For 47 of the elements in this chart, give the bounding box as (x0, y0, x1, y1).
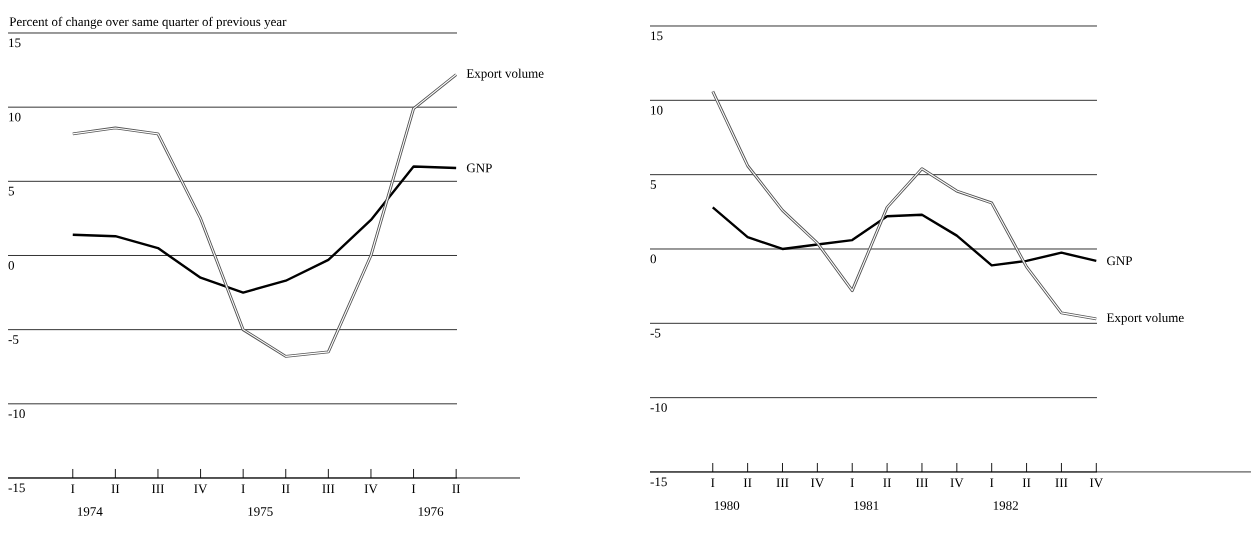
series-label: GNP (466, 163, 492, 173)
text: 1975 (248, 507, 273, 516)
y-tick-label: -10 (8, 409, 25, 419)
y-tick-label: 5 (8, 186, 15, 196)
x-tick-label: IV (364, 484, 378, 494)
x-tick-label: IV (194, 484, 208, 494)
x-tick-label: I (850, 478, 854, 488)
y-tick-label: 5 (650, 180, 657, 189)
y-tick-label: -15 (650, 477, 667, 487)
y-tick-label: 15 (651, 31, 663, 41)
y-tick-label: 10 (9, 112, 21, 122)
x-tick-label: III (322, 484, 335, 494)
x-tick-label: I (241, 484, 245, 494)
series-label: Export volume (466, 68, 544, 81)
series-label: Export volume (1106, 312, 1184, 325)
y-tick-label: 15 (9, 38, 21, 48)
x-tick-label: II (743, 478, 752, 488)
y-tick-label: 0 (650, 254, 657, 264)
x-tick-label: II (1022, 478, 1031, 488)
y-tick-label: 0 (8, 261, 15, 270)
y-tick-label: -5 (8, 335, 19, 344)
x-tick-label: I (411, 484, 416, 494)
x-tick-label: IV (810, 478, 825, 488)
y-tick-label: -10 (650, 403, 667, 412)
text: 1980 (714, 501, 740, 510)
x-tick-label: III (776, 478, 789, 488)
x-tick-label: IV (1089, 478, 1104, 488)
x-tick-label: III (915, 478, 928, 488)
x-tick-label: I (990, 478, 994, 488)
text: 1982 (993, 501, 1018, 510)
y-axis-title: Percent of change over same quarter of previous year (9, 16, 287, 29)
series-label: GNP (1107, 256, 1132, 266)
y-tick-label: -5 (650, 328, 661, 338)
x-tick-label: III (1055, 478, 1068, 488)
x-tick-label: II (281, 484, 290, 494)
text: 1974 (77, 507, 103, 516)
y-tick-label: 10 (651, 105, 663, 115)
x-tick-label: II (883, 478, 891, 488)
y-tick-label: -15 (8, 483, 25, 493)
x-tick-label: III (151, 484, 164, 494)
x-tick-label: II (452, 484, 461, 494)
x-tick-label: I (71, 484, 75, 494)
text: 1976 (418, 507, 444, 516)
x-tick-label: I (711, 478, 715, 488)
text: 1981 (854, 501, 879, 510)
x-tick-label: IV (950, 478, 964, 488)
x-tick-label: II (111, 484, 120, 494)
